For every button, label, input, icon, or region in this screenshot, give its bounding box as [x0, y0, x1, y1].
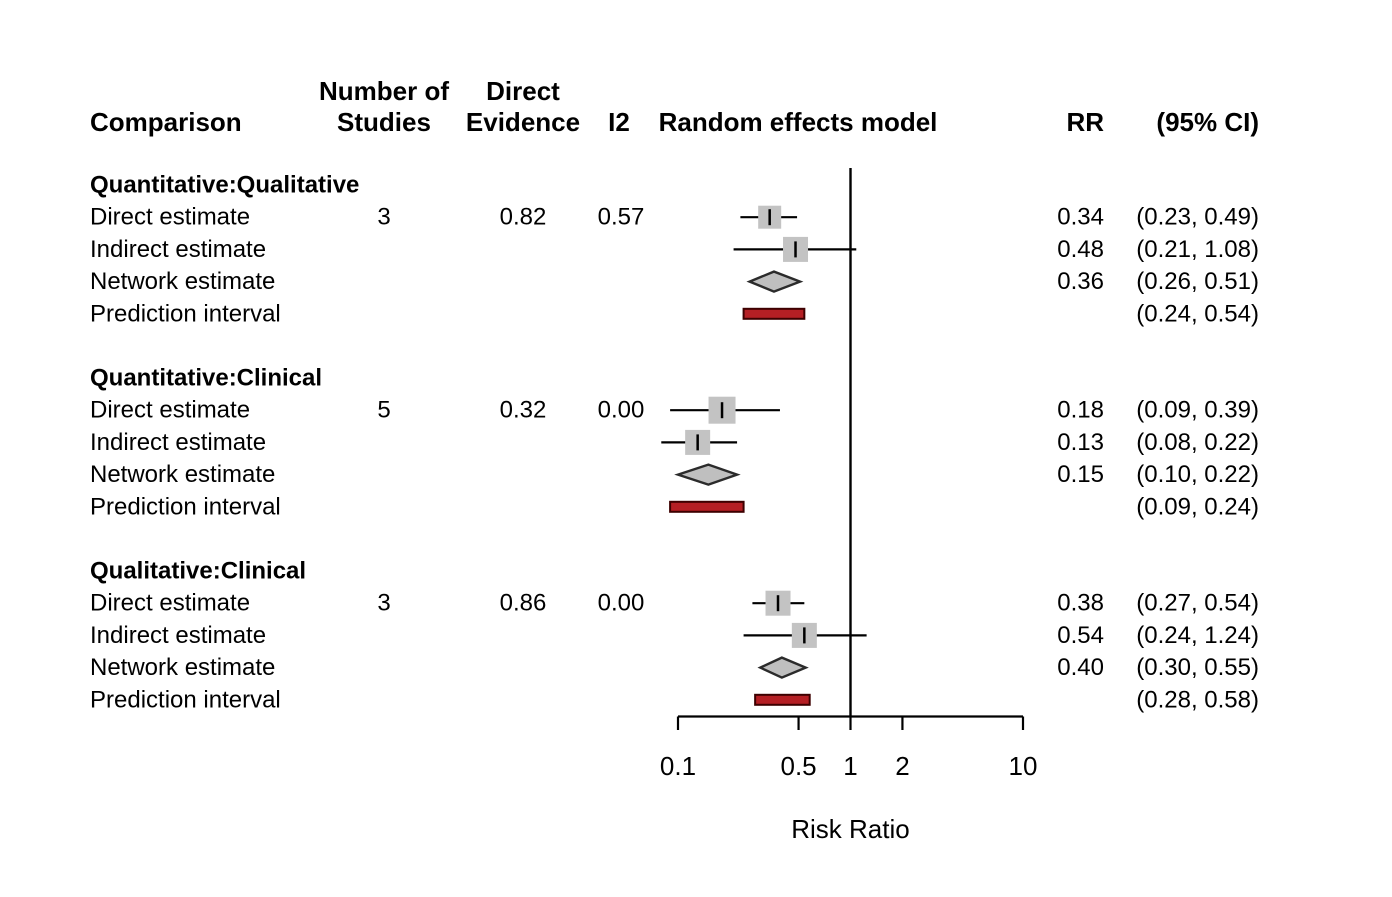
- col-header-studies-line1: Number of: [319, 76, 449, 106]
- ci-value: (0.28, 0.58): [1136, 686, 1259, 713]
- row-label: Network estimate: [90, 461, 275, 488]
- forest-row: Direct estimate 3 0.86 0.00 0.38 (0.27, 0.54): [90, 590, 1259, 617]
- col-header-evidence-line1: Direct: [486, 76, 560, 106]
- ci-value: (0.26, 0.51): [1136, 268, 1259, 295]
- row-label: Direct estimate: [90, 204, 250, 231]
- i2-value: 0.00: [598, 590, 645, 617]
- row-label: Direct estimate: [90, 590, 250, 617]
- rr-value: 0.18: [1057, 397, 1104, 424]
- network-diamond: [757, 656, 809, 679]
- axis-label: Risk Ratio: [791, 814, 909, 844]
- column-headers: Comparison Number of Studies Direct Evid…: [90, 76, 1259, 137]
- row-label: Prediction interval: [90, 300, 281, 327]
- studies-value: 5: [377, 397, 390, 424]
- prediction-bar: [669, 500, 745, 513]
- row-label: Prediction interval: [90, 686, 281, 713]
- ci-value: (0.08, 0.22): [1136, 429, 1259, 456]
- i2-value: 0.00: [598, 397, 645, 424]
- comparison-group: Qualitative:Clinical Direct estimate 3 0.86…: [90, 558, 1259, 714]
- forest-row: Network estimate 0.15 (0.10, 0.22): [90, 461, 1259, 488]
- col-header-i2: I2: [608, 107, 630, 137]
- ci-value: (0.09, 0.39): [1136, 397, 1259, 424]
- axis-tick-label: 10: [1009, 751, 1038, 781]
- ci-value: (0.30, 0.55): [1136, 654, 1259, 681]
- rr-value: 0.15: [1057, 461, 1104, 488]
- rr-value: 0.54: [1057, 622, 1104, 649]
- row-label: Prediction interval: [90, 493, 281, 520]
- rr-value: 0.38: [1057, 590, 1104, 617]
- col-header-studies-line2: Studies: [337, 107, 431, 137]
- rr-value: 0.34: [1057, 204, 1104, 231]
- rr-value: 0.40: [1057, 654, 1104, 681]
- forest-row: Indirect estimate 0.48 (0.21, 1.08): [90, 236, 1259, 263]
- col-header-model: Random effects model: [659, 107, 938, 137]
- axis-tick-label: 2: [895, 751, 909, 781]
- row-label: Network estimate: [90, 654, 275, 681]
- axis-tick-label: 1: [843, 751, 857, 781]
- ci-value: (0.23, 0.49): [1136, 204, 1259, 231]
- row-label: Direct estimate: [90, 397, 250, 424]
- rr-value: 0.13: [1057, 429, 1104, 456]
- group-label: Quantitative:Qualitative: [90, 172, 359, 199]
- axis-layer: 0.1 0.5 1 2 10 Risk Ratio: [660, 715, 1038, 844]
- forest-row: Network estimate 0.40 (0.30, 0.55): [90, 654, 1259, 681]
- prediction-bar: [754, 693, 811, 706]
- row-label: Indirect estimate: [90, 622, 266, 649]
- comparison-group: Quantitative:Clinical Direct estimate 5 0.3…: [90, 365, 1259, 521]
- studies-value: 3: [377, 204, 390, 231]
- row-label: Network estimate: [90, 268, 275, 295]
- ci-value: (0.21, 1.08): [1136, 236, 1259, 263]
- rr-value: 0.48: [1057, 236, 1104, 263]
- forest-row: Indirect estimate 0.54 (0.24, 1.24): [90, 622, 1259, 649]
- forest-row: Direct estimate 3 0.82 0.57 0.34 (0.23, 0.49): [90, 204, 1259, 231]
- group-label: Quantitative:Clinical: [90, 365, 322, 392]
- i2-value: 0.57: [598, 204, 645, 231]
- forest-row: Prediction interval (0.28, 0.58): [90, 686, 1259, 713]
- forest-row: Prediction interval (0.24, 0.54): [90, 300, 1259, 327]
- forest-rows-layer: Quantitative:Qualitative Direct estimate 3…: [90, 172, 1259, 714]
- ci-value: (0.09, 0.24): [1136, 493, 1259, 520]
- axis-tick-label: 0.1: [660, 751, 696, 781]
- col-header-evidence-line2: Evidence: [466, 107, 580, 137]
- prediction-bar: [742, 307, 806, 320]
- forest-row: Prediction interval (0.09, 0.24): [90, 493, 1259, 520]
- ci-value: (0.24, 0.54): [1136, 300, 1259, 327]
- evidence-value: 0.86: [500, 590, 547, 617]
- axis-tick-label: 0.5: [780, 751, 816, 781]
- col-header-ci: (95% CI): [1156, 107, 1259, 137]
- evidence-value: 0.82: [500, 204, 547, 231]
- network-diamond: [674, 463, 741, 486]
- ci-value: (0.27, 0.54): [1136, 590, 1259, 617]
- evidence-value: 0.32: [500, 397, 547, 424]
- row-label: Indirect estimate: [90, 236, 266, 263]
- comparison-group: Quantitative:Qualitative Direct estimate 3…: [90, 172, 1259, 328]
- ci-value: (0.10, 0.22): [1136, 461, 1259, 488]
- group-label: Qualitative:Clinical: [90, 558, 306, 585]
- studies-value: 3: [377, 590, 390, 617]
- rr-value: 0.36: [1057, 268, 1104, 295]
- ci-value: (0.24, 1.24): [1136, 622, 1259, 649]
- forest-row: Network estimate 0.36 (0.26, 0.51): [90, 268, 1259, 295]
- col-header-rr: RR: [1066, 107, 1104, 137]
- forest-row: Indirect estimate 0.13 (0.08, 0.22): [90, 429, 1259, 456]
- forest-row: Direct estimate 5 0.32 0.00 0.18 (0.09, 0.39): [90, 396, 1259, 424]
- network-diamond: [746, 270, 804, 293]
- row-label: Indirect estimate: [90, 429, 266, 456]
- col-header-comparison: Comparison: [90, 107, 242, 137]
